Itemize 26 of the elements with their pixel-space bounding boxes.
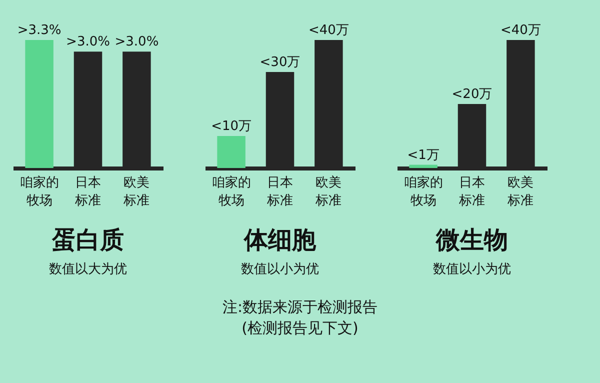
x-tick-label: 咱家的牧场: [20, 174, 59, 208]
data-label: <10万: [211, 119, 252, 134]
text: 数值以小为优: [433, 262, 511, 277]
text: (检测报告见下文): [240, 318, 360, 339]
data-label: >3.0%: [66, 34, 110, 50]
x-tick-label: 日本标准: [458, 176, 485, 208]
x-tick-label: 欧美标准: [506, 174, 534, 208]
data-label: <40万: [308, 23, 349, 38]
data-label: <20万: [452, 87, 492, 102]
text: 数值以大为优: [49, 262, 127, 277]
data-label: >3.3%: [17, 23, 62, 38]
data-label: >3.0%: [114, 34, 159, 50]
text: 体细胞: [243, 226, 317, 254]
text: 数值以小为优: [241, 262, 319, 277]
text: 注:数据来源于检测报告: [221, 297, 379, 318]
text: 蛋白质: [51, 226, 124, 254]
text: 微生物: [435, 226, 508, 254]
x-tick-label: 日本标准: [266, 176, 293, 208]
data-label: <30万: [260, 55, 300, 70]
x-tick-label: 咱家的牧场: [404, 174, 443, 208]
data-label: <40万: [500, 23, 541, 38]
x-tick-label: 欧美标准: [314, 174, 342, 208]
data-label: <1万: [407, 148, 440, 163]
x-tick-label: 日本标准: [74, 176, 101, 208]
x-tick-label: 欧美标准: [122, 174, 150, 208]
x-tick-label: 咱家的牧场: [212, 174, 251, 208]
